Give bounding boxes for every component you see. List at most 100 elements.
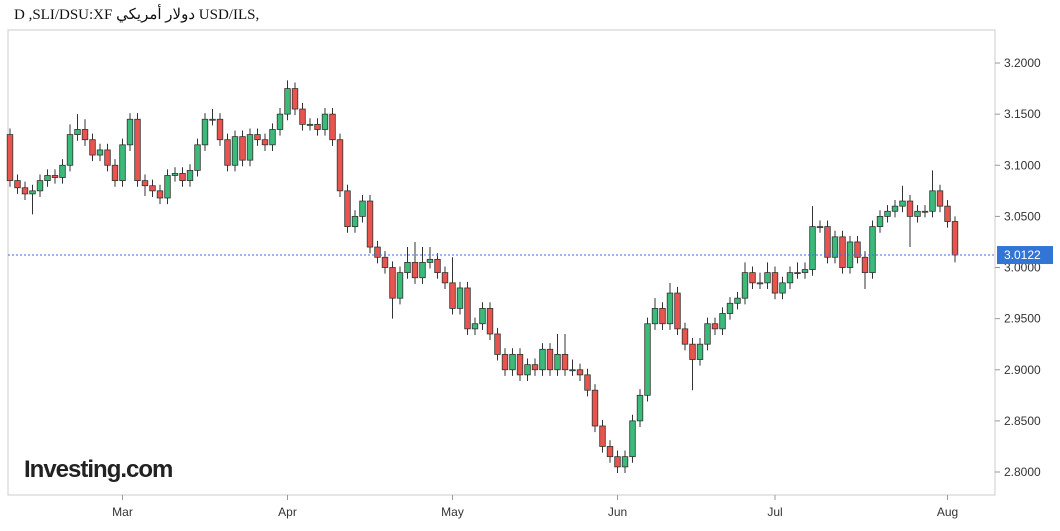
candle-body <box>546 348 554 371</box>
candle-body <box>621 456 629 468</box>
candle-body <box>306 123 314 126</box>
candle-body <box>14 180 21 189</box>
candle-body <box>269 129 276 146</box>
candle-body <box>854 241 861 258</box>
candle-body <box>786 272 794 284</box>
candle-body <box>644 323 651 396</box>
y-tick-label: 2.9000 <box>1004 363 1041 377</box>
candle-body <box>696 343 704 360</box>
candle-body <box>749 272 756 284</box>
candle-body <box>734 297 741 304</box>
candle-body <box>659 308 666 325</box>
candle-body <box>254 134 261 141</box>
candle-body <box>629 420 636 458</box>
candle-body <box>29 190 36 195</box>
candle-body <box>374 246 381 258</box>
y-tick-label: 2.8000 <box>1004 465 1041 479</box>
candle-body <box>576 369 584 376</box>
watermark: Investing.com <box>24 456 172 483</box>
candle-body <box>719 313 726 330</box>
y-tick-label: 3.1000 <box>1004 158 1041 172</box>
candle-body <box>884 210 891 217</box>
candle-body <box>299 108 306 125</box>
candle-body <box>126 118 134 146</box>
y-tick-label: 2.8500 <box>1004 414 1041 428</box>
candle-body <box>96 149 104 156</box>
candle-body <box>119 144 126 182</box>
candle-body <box>531 364 539 371</box>
candle-body <box>246 134 254 161</box>
candle-body <box>284 88 291 115</box>
candle-body <box>6 134 14 182</box>
candle-body <box>891 205 899 212</box>
last-price-label: 3.0122 <box>1004 248 1041 262</box>
candle-body <box>201 118 209 146</box>
candle-body <box>524 364 531 376</box>
candle-body <box>944 205 951 222</box>
candle-body <box>614 456 621 468</box>
candle-body <box>569 369 576 372</box>
x-tick-label: Aug <box>937 505 958 519</box>
candle-body <box>134 118 141 182</box>
candle-body <box>44 175 51 182</box>
candle-body <box>681 328 689 345</box>
candle-body <box>411 261 419 279</box>
candle-body <box>66 134 74 166</box>
candle-body <box>929 190 936 212</box>
candle-body <box>216 118 224 141</box>
candle-body <box>149 185 156 192</box>
candle-body <box>321 113 329 130</box>
candle-body <box>666 292 674 325</box>
candle-body <box>764 272 771 284</box>
candle-body <box>366 200 374 248</box>
x-tick-label: Apr <box>278 505 297 519</box>
candle-body <box>464 287 471 330</box>
candle-body <box>164 175 171 199</box>
candle-body <box>951 221 959 256</box>
candle-body <box>456 287 464 309</box>
candle-body <box>194 144 201 171</box>
y-tick-label: 3.1500 <box>1004 107 1041 121</box>
chart-title: D ,SLI/DSU:XF دولار أمريكي USD/ILS, <box>14 4 259 23</box>
candle-body <box>494 333 501 355</box>
candle-body <box>156 190 164 199</box>
candle-body <box>74 129 81 135</box>
candle-body <box>231 136 239 166</box>
candle-body <box>906 200 914 217</box>
candle-body <box>771 272 779 294</box>
candle-body <box>441 272 449 284</box>
plot-frame <box>7 29 996 496</box>
candle-body <box>876 215 884 228</box>
candle-body <box>899 200 906 207</box>
candle-body <box>801 269 809 274</box>
candle-body <box>179 173 186 182</box>
candle-body <box>344 190 351 228</box>
candle-body <box>381 256 389 268</box>
candle-body <box>239 136 246 161</box>
candle-body <box>704 323 711 345</box>
candle-body <box>509 354 516 371</box>
candle-body <box>486 308 494 335</box>
candle-body <box>51 175 59 178</box>
candle-body <box>921 210 929 213</box>
candle-body <box>404 261 411 274</box>
candle-body <box>314 123 321 130</box>
candle-body <box>419 261 426 279</box>
candle-body <box>224 139 231 166</box>
candle-body <box>689 343 696 360</box>
candle-body <box>636 394 644 422</box>
candle-body <box>816 226 824 229</box>
candle-body <box>674 292 681 330</box>
y-tick-label: 2.9500 <box>1004 312 1041 326</box>
candle-body <box>914 210 921 217</box>
candle-body <box>186 169 194 182</box>
y-tick-label: 3.0500 <box>1004 209 1041 223</box>
candle-body <box>396 272 404 299</box>
candle-body <box>336 139 344 192</box>
candle-body <box>599 425 606 447</box>
x-tick-label: Jun <box>608 505 627 519</box>
candle-body <box>794 272 801 275</box>
candle-body <box>824 226 831 258</box>
candle-body <box>726 302 734 314</box>
